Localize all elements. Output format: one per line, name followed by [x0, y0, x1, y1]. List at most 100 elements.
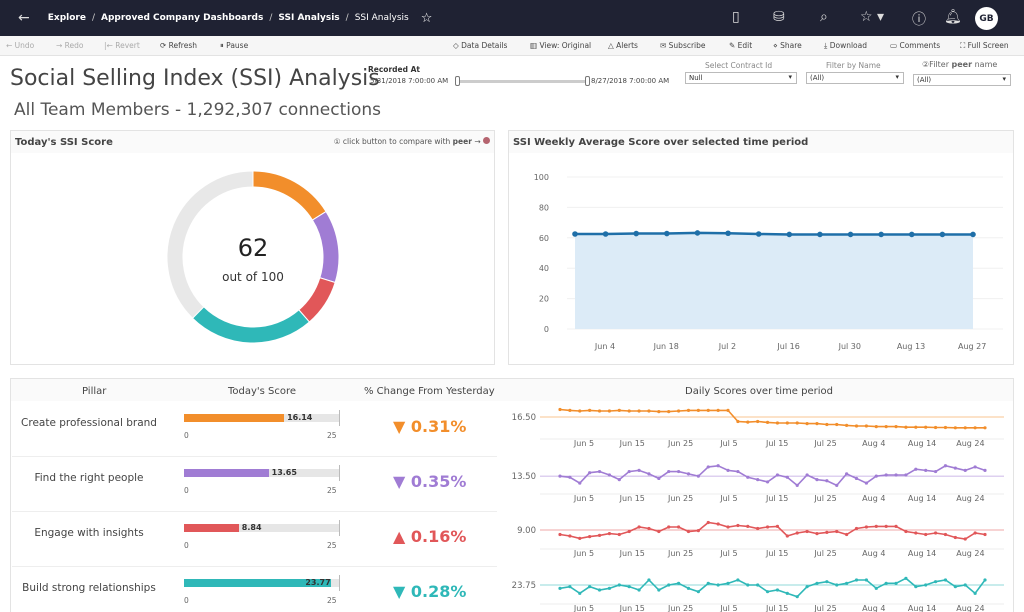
- score-value: 8.84: [241, 523, 262, 532]
- weekly-average-panel: SSI Weekly Average Score over selected t…: [508, 130, 1014, 365]
- breadcrumb-approved-dashboards[interactable]: Approved Company Dashboards: [101, 13, 264, 23]
- x-tick-label: Jul 2: [718, 342, 736, 351]
- name-filter-label: Filter by Name: [826, 61, 881, 70]
- pct-change: ▲ 0.16%: [393, 527, 467, 546]
- undo-button[interactable]: ← Undo: [6, 41, 35, 50]
- series-line: [575, 231, 973, 236]
- ssi-donut-chart: [166, 170, 340, 344]
- score-axis-max: 25: [327, 596, 337, 605]
- help-icon[interactable]: ⓘ: [912, 12, 926, 28]
- score-axis-min: 0: [184, 431, 189, 440]
- data-point: [664, 230, 670, 237]
- slider-handle-start[interactable]: [455, 76, 460, 86]
- row-divider: [12, 511, 497, 512]
- donut-slice-brand: [252, 170, 327, 221]
- comments-button[interactable]: ▭ Comments: [890, 41, 941, 50]
- alerts-button[interactable]: △ Alerts: [608, 41, 638, 50]
- score-bar: [184, 579, 332, 587]
- data-point: [817, 231, 823, 238]
- score-bar: [184, 414, 285, 422]
- peer-name-select[interactable]: (All): [913, 74, 1011, 86]
- pillar-name: Build strong relationships: [22, 582, 156, 594]
- score-axis-end: [339, 520, 340, 536]
- data-point: [878, 231, 884, 238]
- pillar-table: [10, 378, 1014, 612]
- row-divider: [12, 456, 497, 457]
- breadcrumb-ssi-view: SSI Analysis: [354, 13, 409, 23]
- score-axis-end: [339, 575, 340, 591]
- x-tick-label: Jul 16: [776, 342, 799, 351]
- x-tick-label: Jun 18: [653, 342, 679, 351]
- pct-change: ▼ 0.28%: [393, 582, 467, 601]
- y-tick-label: 40: [539, 264, 549, 273]
- data-point: [572, 231, 578, 237]
- favorites-star-icon[interactable]: ☆ ▾: [860, 9, 885, 25]
- change-down-arrow-icon: ▼: [393, 582, 406, 601]
- date-range-start: 5/31/2018 7:00:00 AM: [370, 77, 449, 85]
- weekly-average-chart: 0 20 40 60 80 100 Jun 4 Jun 18 Jul 2 Jul 16 Jul 30…: [534, 173, 1003, 351]
- edit-button[interactable]: ✎ Edit: [729, 41, 753, 50]
- data-point: [786, 231, 793, 238]
- donut-slice-relationships: [191, 306, 311, 344]
- full-screen-button[interactable]: ⛶ Full Screen: [960, 41, 1009, 50]
- score-bar: [184, 469, 269, 477]
- device-preview-icon[interactable]: ▯: [732, 9, 740, 25]
- back-arrow-icon[interactable]: ←: [18, 10, 30, 26]
- date-range-slider[interactable]: [458, 80, 588, 83]
- favorite-star-icon[interactable]: ☆: [420, 10, 433, 26]
- share-button[interactable]: ⋄ Share: [773, 41, 802, 50]
- score-axis-min: 0: [184, 486, 189, 495]
- breadcrumb-ssi-workbook[interactable]: SSI Analysis: [278, 13, 340, 23]
- ssi-score-out-of: out of 100: [222, 270, 284, 284]
- y-tick-label: 0: [544, 325, 549, 334]
- score-axis-end: [339, 465, 340, 481]
- data-details-button[interactable]: ◇ Data Details: [453, 41, 508, 50]
- slider-handle-end[interactable]: [585, 76, 590, 86]
- redo-button[interactable]: → Redo: [56, 41, 84, 50]
- toolbar: ← Undo → Redo |← Revert ⟳ Refresh ⏸ Paus…: [0, 36, 1024, 56]
- subscribe-button[interactable]: ✉ Subscribe: [660, 41, 706, 50]
- x-tick-label: Jun 4: [594, 342, 615, 351]
- x-tick-label: Jul 30: [838, 342, 861, 351]
- contract-id-select[interactable]: Null: [685, 72, 797, 84]
- weekly-chart-title: SSI Weekly Average Score over selected t…: [509, 131, 1013, 153]
- refresh-button[interactable]: ⟳ Refresh: [160, 41, 197, 50]
- change-down-arrow-icon: ▼: [393, 417, 406, 436]
- change-up-arrow-icon: ▲: [393, 527, 406, 546]
- view-original-button[interactable]: ▥ View: Original: [530, 41, 592, 50]
- name-filter-select[interactable]: (All): [806, 72, 904, 84]
- download-button[interactable]: ⤓ Download: [824, 41, 867, 50]
- ssi-score-panel: Today's SSI Score ① click button to comp…: [10, 130, 495, 365]
- revert-button[interactable]: |← Revert: [104, 41, 140, 50]
- data-point: [755, 231, 762, 237]
- recorded-at-label: Recorded At: [368, 65, 420, 74]
- contract-filter-label: Select Contract Id: [705, 61, 773, 70]
- data-point: [725, 230, 731, 237]
- peer-filter-label: ②Filter peer name: [922, 60, 998, 69]
- page-title: Social Selling Index (SSI) Analysis: [10, 66, 380, 91]
- pct-change: ▼ 0.31%: [393, 417, 467, 436]
- notifications-bell-icon[interactable]: 🔔︎: [944, 9, 962, 25]
- score-axis-min: 0: [184, 541, 189, 550]
- donut-slice-remaining: [166, 170, 254, 319]
- compare-peer-button[interactable]: [483, 137, 490, 144]
- change-down-arrow-icon: ▼: [393, 472, 406, 491]
- score-axis-max: 25: [327, 431, 337, 440]
- breadcrumb-explore[interactable]: Explore: [47, 13, 86, 23]
- search-icon[interactable]: ⌕: [820, 9, 828, 25]
- avatar[interactable]: GB: [975, 7, 998, 30]
- compare-hint: ① click button to compare with peer →: [334, 137, 490, 146]
- y-tick-label: 20: [539, 295, 549, 304]
- page-subtitle: All Team Members - 1,292,307 connections: [14, 100, 381, 120]
- score-axis-max: 25: [327, 541, 337, 550]
- x-tick-label: Aug 27: [958, 342, 986, 351]
- pillar-name: Engage with insights: [34, 527, 144, 539]
- header-todays-score: Today's Score: [228, 386, 297, 397]
- data-point: [908, 231, 915, 238]
- date-range-end: 8/27/2018 7:00:00 AM: [591, 77, 670, 85]
- header-daily-scores: Daily Scores over time period: [685, 386, 833, 397]
- database-icon[interactable]: ⛁: [773, 9, 785, 25]
- pause-button[interactable]: ⏸ Pause: [220, 41, 249, 50]
- breadcrumb: Explore / Approved Company Dashboards / SS…: [47, 10, 433, 26]
- score-value: 13.65: [271, 468, 297, 477]
